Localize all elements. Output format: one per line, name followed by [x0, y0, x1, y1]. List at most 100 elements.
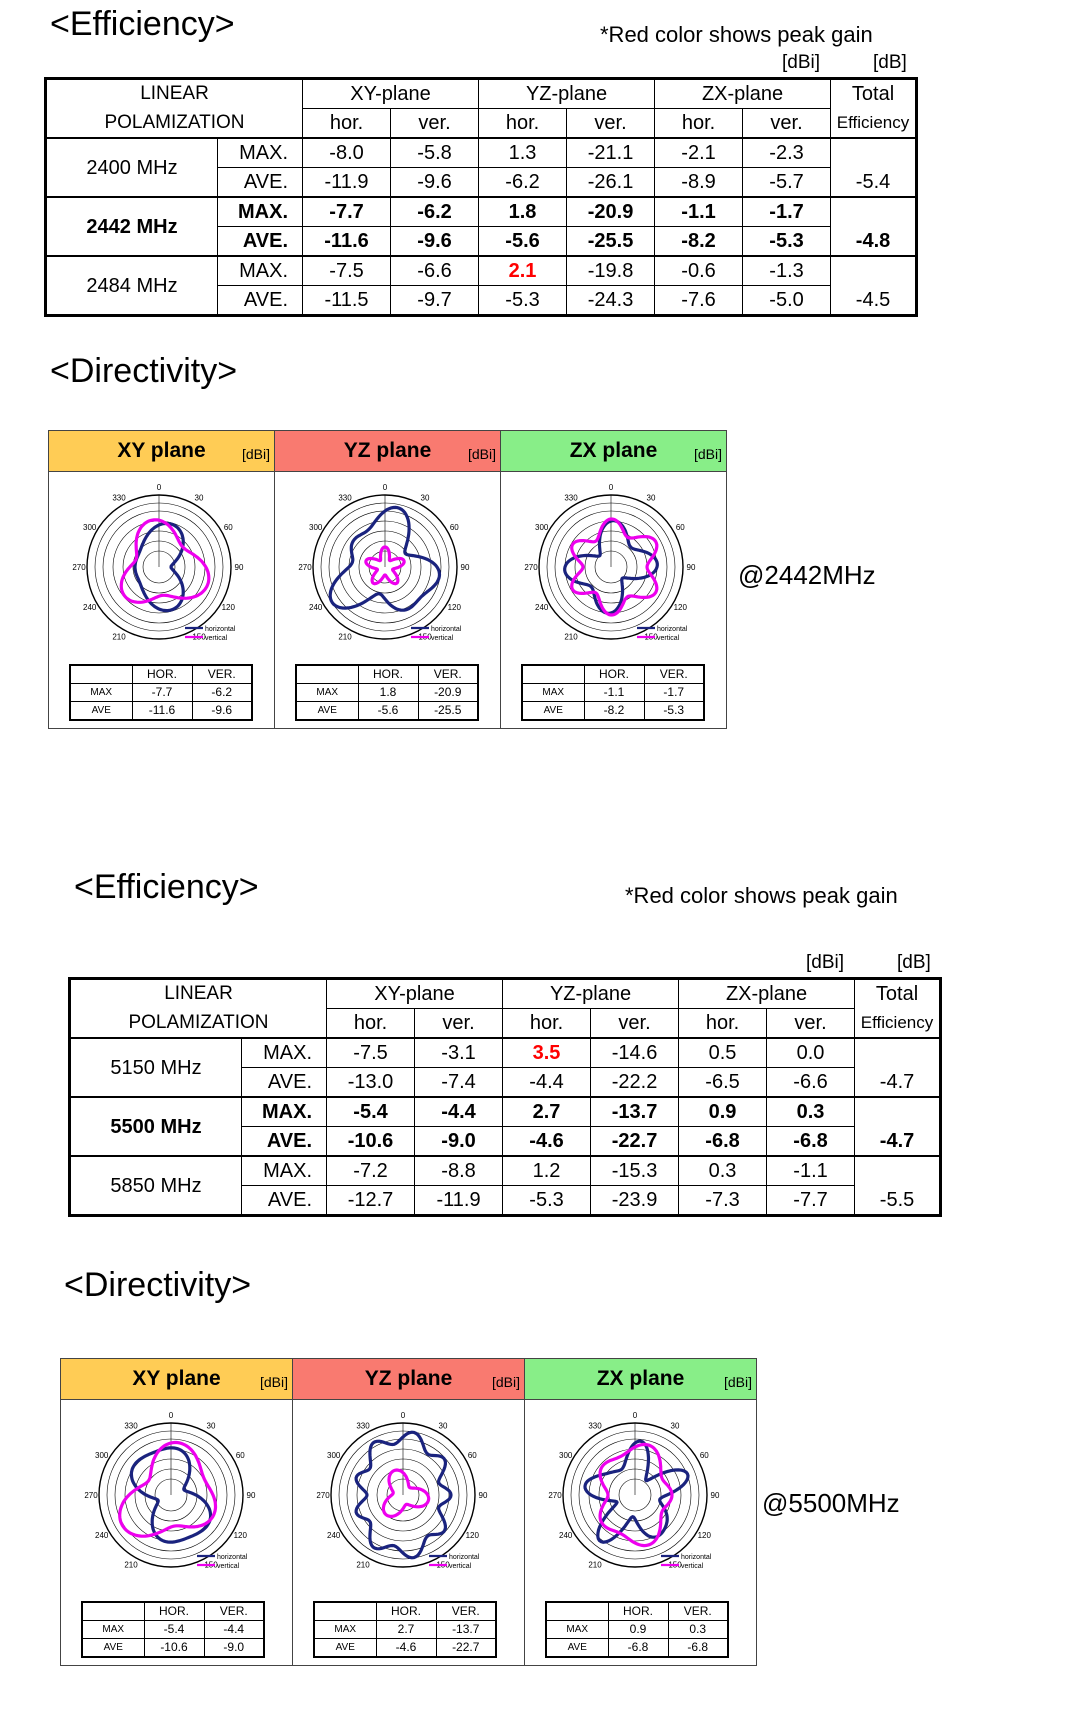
table-row: HOR. VER. [313, 1601, 497, 1621]
hor-value: 2.7 [375, 1620, 437, 1639]
hor-header: HOR. [583, 664, 645, 684]
hor-header: HOR. [375, 1601, 437, 1621]
gain-value: -6.6 [390, 255, 480, 286]
table-row: AVE. -11.5 -9.7 -5.3 -24.3 -7.6 -5.0 [46, 285, 917, 317]
peak-note: *Red color shows peak gain [625, 883, 898, 908]
panel-header: ZX plane [dBi] [501, 431, 726, 472]
angle-label: 240 [559, 1531, 573, 1540]
gain-summary-table: HOR. VER. MAX 1.8 -20.9 AVE -5.6 -25.5 [295, 664, 479, 721]
gain-value: -6.5 [678, 1067, 768, 1098]
max-label: MAX. [240, 1037, 328, 1068]
angle-label: 30 [647, 494, 656, 503]
legend-horizontal-label: horizontal [205, 626, 236, 633]
ver-header: ver. [766, 1008, 856, 1039]
gain-value: -11.9 [302, 167, 392, 198]
angle-label: 60 [224, 523, 233, 532]
angle-label: 90 [687, 563, 696, 572]
hor-header: hor. [326, 1008, 416, 1039]
legend-horizontal-label: horizontal [657, 626, 688, 633]
hor-value: -8.2 [583, 701, 645, 721]
polar-plot: 0306090120150180210240270300330horizonta… [298, 483, 470, 642]
vertical-trace [381, 1468, 431, 1518]
gain-value: 1.3 [478, 137, 568, 168]
gain-value: -23.9 [590, 1185, 680, 1217]
ave-label: AVE. [216, 226, 304, 257]
angle-label: 270 [84, 1491, 98, 1500]
directivity-heading: <Directivity> [50, 352, 238, 390]
yz-plane-panel: YZ plane[dBi]030609012015018021024027030… [292, 1358, 525, 1666]
table-row: AVE -5.6 -25.5 [295, 701, 479, 721]
horizontal-trace [129, 1446, 213, 1544]
gain-value: -8.2 [654, 226, 744, 257]
ave-label: AVE. [240, 1126, 328, 1157]
max-label: MAX. [216, 196, 304, 227]
gain-value: -4.6 [502, 1126, 592, 1157]
angle-label: 240 [535, 603, 549, 612]
angle-label: 90 [247, 1491, 256, 1500]
ave-label: AVE [313, 1638, 377, 1658]
gain-value: -2.3 [742, 137, 832, 168]
gain-value: 2.1 [478, 255, 568, 286]
max-label: MAX. [216, 137, 304, 168]
unit-dbi: [dBi] [467, 446, 496, 462]
table-row: AVE -11.6 -9.6 [69, 701, 253, 721]
angle-label: 330 [338, 494, 352, 503]
ver-header: ver. [742, 108, 832, 139]
hor-value: -4.6 [375, 1638, 437, 1658]
blank-cell [313, 1601, 377, 1621]
ver-header: ver. [414, 1008, 504, 1039]
gain-value: -15.3 [590, 1155, 680, 1186]
gain-value: -7.4 [414, 1067, 504, 1098]
efficiency-header: Efficiency [854, 1008, 942, 1039]
blank-cell [81, 1601, 145, 1621]
table-row: MAX -1.1 -1.7 [521, 683, 705, 702]
angle-label: 120 [674, 603, 688, 612]
angle-label: 330 [124, 1422, 138, 1431]
gain-summary-table: HOR. VER. MAX -7.7 -6.2 AVE -11.6 -9.6 [69, 664, 253, 721]
ave-label: AVE. [216, 167, 304, 198]
gain-value: -9.7 [390, 285, 480, 317]
gain-value: -14.6 [590, 1037, 680, 1068]
polarization-label: POLAMIZATION [44, 108, 304, 139]
gain-value: -2.1 [654, 137, 744, 168]
hor-header: HOR. [357, 664, 419, 684]
gain-value: 0.5 [678, 1037, 768, 1068]
angle-label: 60 [450, 523, 459, 532]
ave-label: AVE [545, 1638, 609, 1658]
max-label: MAX [545, 1620, 609, 1639]
frequency-cell: 5500 MHz [69, 1096, 242, 1157]
angle-label: 300 [83, 523, 97, 532]
zx-plane-panel: ZX plane[dBi]030609012015018021024027030… [500, 430, 727, 729]
blank-cell [545, 1601, 609, 1621]
hor-value: -7.7 [131, 683, 193, 702]
table-row: AVE -4.6 -22.7 [313, 1638, 497, 1658]
angle-label: 210 [588, 1560, 602, 1569]
angle-label: 0 [157, 483, 162, 492]
gain-value: -5.8 [390, 137, 480, 168]
angle-label: 0 [633, 1411, 638, 1420]
gain-value: -7.5 [326, 1037, 416, 1068]
hor-value: -5.6 [357, 701, 419, 721]
gain-summary-table: HOR. VER. MAX -5.4 -4.4 AVE -10.6 -9.0 [81, 1601, 265, 1658]
ver-header: VER. [435, 1601, 497, 1621]
gain-value: -8.0 [302, 137, 392, 168]
angle-label: 0 [401, 1411, 406, 1420]
table-row: 2442 MHz MAX. -7.7 -6.2 1.8 -20.9 -1.1 -1.7 -4.8 [45, 196, 918, 257]
hor-value: -10.6 [143, 1638, 205, 1658]
angle-label: 60 [676, 523, 685, 532]
polar-plot: 0306090120150180210240270300330horizonta… [524, 483, 696, 642]
unit-db: [dB] [897, 952, 931, 973]
gain-value: -1.3 [742, 255, 832, 286]
angle-label: 270 [316, 1491, 330, 1500]
angle-label: 330 [112, 494, 126, 503]
hor-value: -6.8 [607, 1638, 669, 1658]
unit-dbi: [dBi] [241, 446, 270, 462]
ver-header: ver. [390, 108, 480, 139]
legend-vertical-label: vertical [217, 1563, 240, 1570]
angle-label: 90 [479, 1491, 488, 1500]
yz-plane-header: YZ-plane [502, 978, 680, 1009]
gain-value: -4.4 [414, 1096, 504, 1127]
ver-value: 0.3 [667, 1620, 729, 1639]
unit-dbi: [dBi] [693, 446, 722, 462]
angle-label: 120 [234, 1531, 248, 1540]
